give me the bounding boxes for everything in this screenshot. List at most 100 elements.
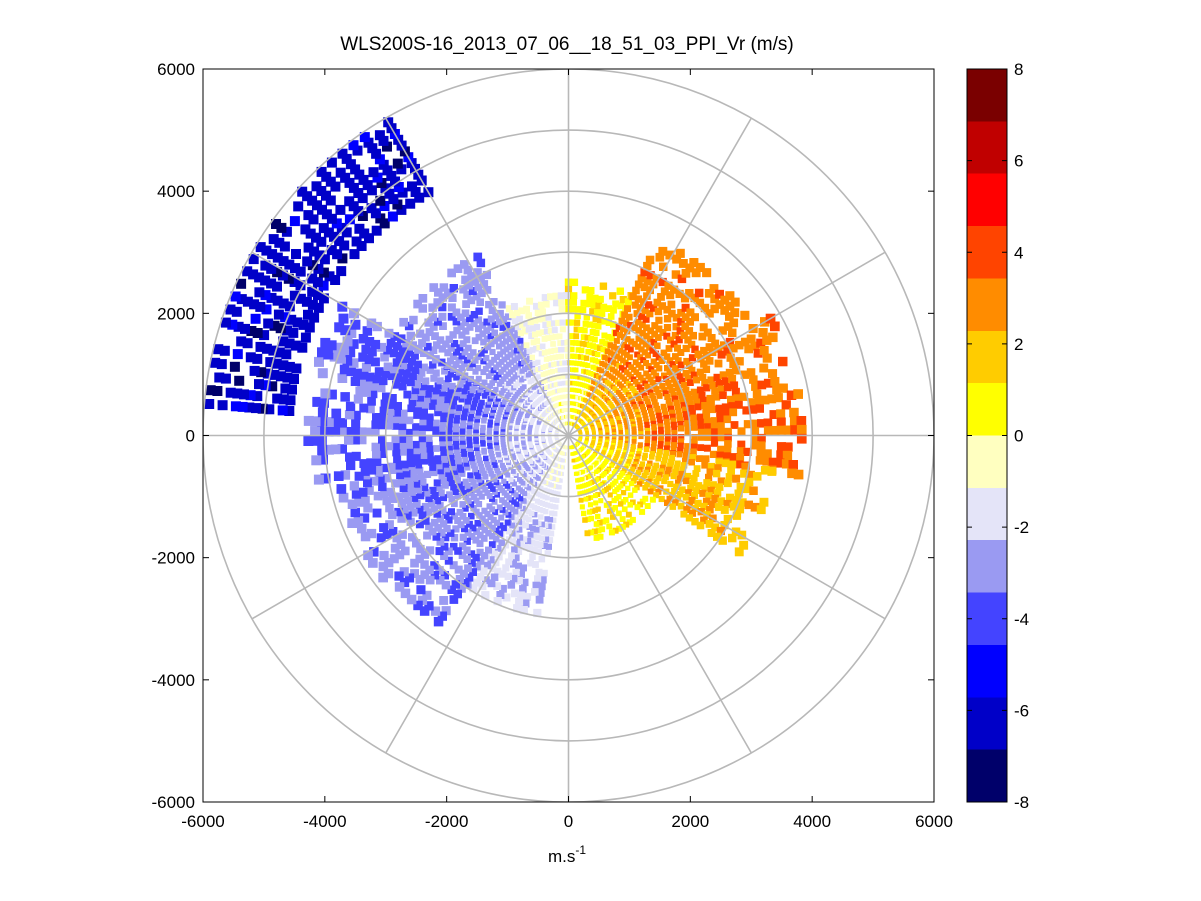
velocity-cell — [379, 376, 388, 386]
velocity-cell — [697, 444, 705, 451]
velocity-cell — [617, 355, 623, 362]
velocity-cell — [639, 508, 646, 515]
velocity-cell — [350, 376, 360, 386]
velocity-cell — [709, 450, 718, 458]
velocity-cell — [439, 439, 446, 447]
velocity-cell — [550, 517, 557, 524]
velocity-cell — [654, 405, 660, 412]
velocity-cell — [713, 373, 722, 382]
velocity-cell — [297, 186, 308, 197]
velocity-cell — [351, 451, 361, 461]
velocity-cell — [558, 299, 565, 306]
velocity-cell — [280, 383, 291, 394]
velocity-cell — [717, 497, 726, 506]
velocity-cell — [569, 339, 575, 346]
velocity-cell — [477, 557, 485, 565]
velocity-cell — [684, 391, 691, 398]
velocity-cell — [487, 425, 493, 431]
velocity-cell — [449, 331, 457, 339]
velocity-cell — [649, 304, 658, 312]
velocity-cell — [440, 449, 447, 456]
velocity-cell — [661, 386, 668, 393]
velocity-cell — [330, 444, 341, 455]
velocity-cell — [695, 298, 705, 308]
velocity-cell — [682, 386, 690, 394]
velocity-cell — [663, 315, 672, 323]
velocity-cell — [515, 597, 524, 606]
velocity-cell — [417, 595, 428, 605]
velocity-cell — [459, 569, 468, 578]
velocity-cell — [757, 433, 766, 443]
velocity-cell — [479, 515, 486, 522]
velocity-cell — [335, 167, 346, 178]
velocity-cell — [663, 332, 671, 340]
velocity-cell — [642, 484, 648, 491]
velocity-cell — [448, 495, 456, 503]
velocity-cell — [473, 252, 483, 262]
velocity-cell — [546, 321, 553, 328]
velocity-cell — [542, 487, 548, 493]
velocity-cell — [426, 413, 434, 421]
velocity-cell — [503, 338, 510, 345]
velocity-cell — [675, 289, 684, 298]
velocity-cell — [547, 293, 554, 301]
velocity-cell — [248, 254, 259, 265]
velocity-cell — [421, 401, 430, 409]
velocity-cell — [396, 367, 405, 376]
velocity-cell — [743, 484, 752, 494]
velocity-cell — [725, 368, 734, 377]
velocity-cell — [286, 314, 297, 325]
velocity-cell — [385, 442, 394, 451]
velocity-cell — [277, 405, 288, 416]
velocity-cell — [432, 424, 440, 432]
velocity-cell — [651, 424, 657, 430]
velocity-cell — [475, 413, 481, 420]
velocity-cell — [534, 338, 541, 344]
velocity-cell — [714, 359, 723, 368]
velocity-cell — [439, 596, 449, 605]
velocity-cell — [452, 434, 459, 441]
velocity-cell — [470, 404, 477, 411]
velocity-cell — [581, 327, 588, 334]
velocity-cell — [284, 361, 295, 372]
velocity-cell — [496, 470, 502, 477]
velocity-cell — [434, 409, 441, 417]
velocity-cell — [630, 444, 636, 450]
velocity-cell — [684, 443, 691, 450]
velocity-cell — [432, 419, 440, 427]
velocity-cell — [569, 445, 573, 450]
velocity-cell — [714, 464, 722, 472]
velocity-cell — [690, 443, 698, 451]
velocity-cell — [571, 360, 577, 366]
velocity-cell — [677, 274, 687, 284]
velocity-cell — [705, 520, 714, 528]
velocity-cell — [645, 430, 651, 437]
velocity-cell — [439, 283, 449, 292]
velocity-cell — [672, 499, 679, 506]
velocity-cell — [710, 422, 718, 430]
velocity-cell — [474, 450, 481, 457]
velocity-cell — [486, 428, 493, 434]
velocity-cell — [496, 530, 504, 537]
velocity-cell — [307, 273, 318, 284]
velocity-cell — [793, 389, 803, 399]
velocity-cell — [332, 342, 343, 353]
velocity-cell — [697, 434, 705, 441]
velocity-cell — [583, 314, 590, 321]
azimuth-spoke — [385, 435, 570, 754]
velocity-cell — [783, 425, 793, 435]
velocity-cell — [558, 353, 564, 360]
velocity-cell — [665, 345, 673, 352]
velocity-cell — [570, 305, 577, 313]
velocity-cell — [733, 394, 742, 403]
velocity-cell — [572, 465, 577, 470]
velocity-cell — [574, 306, 582, 313]
velocity-cell — [510, 560, 517, 568]
velocity-cell — [720, 306, 729, 315]
velocity-cell — [755, 456, 765, 465]
velocity-cell — [450, 398, 458, 405]
velocity-cell — [643, 469, 649, 476]
velocity-cell — [692, 470, 700, 477]
velocity-cell — [716, 416, 725, 424]
velocity-cell — [458, 331, 466, 339]
